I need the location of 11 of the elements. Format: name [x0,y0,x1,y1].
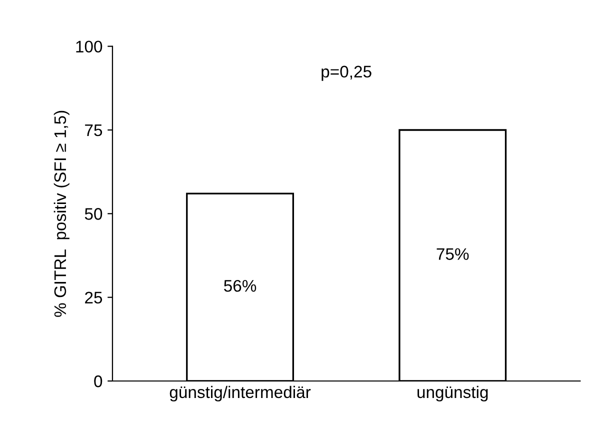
x-tick-label: günstig/intermediär [170,386,311,402]
y-tick-label: 0 [94,375,102,388]
y-axis-title: % GITRL positiv (SFI ≥ 1,5) [54,110,70,317]
data-label: 56% [224,280,256,292]
x-tick-label: ungünstig [418,386,488,402]
y-tick-label: 50 [84,208,102,220]
data-label: 75% [436,248,469,260]
y-tick-label: 25 [85,292,102,304]
annotation: p=0,25 [322,66,372,81]
y-tick-label: 75 [85,124,102,136]
y-tick-label: 100 [76,40,102,53]
